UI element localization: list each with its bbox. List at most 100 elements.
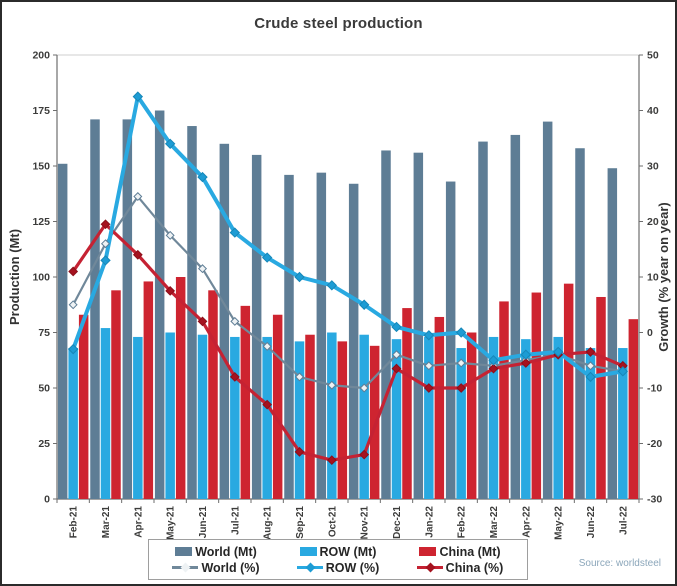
- legend-label-world-pct: World (%): [201, 560, 260, 575]
- bar-row-mt-feb-21: [68, 348, 78, 499]
- x-axis-tick-label: Jun-21: [198, 506, 209, 539]
- marker-china-pct-oct-21: [326, 455, 337, 466]
- bar-world-mt-sep-21: [284, 174, 294, 499]
- chart-title: Crude steel production: [254, 15, 423, 32]
- bar-china-mt-dec-21: [402, 308, 412, 499]
- bar-china-mt-jun-22: [596, 296, 606, 499]
- world-bar-swatch: [175, 547, 193, 556]
- left-axis-tick-label: 200: [32, 50, 50, 62]
- bar-row-mt-dec-21: [391, 339, 402, 499]
- bar-china-mt-mar-22: [499, 301, 509, 499]
- right-axis-tick-label: -10: [647, 383, 662, 395]
- left-axis-tick-label: 50: [38, 383, 50, 395]
- bar-world-mt-nov-21: [348, 183, 359, 499]
- left-axis-tick-label: 125: [32, 216, 50, 228]
- china-bar-swatch: [419, 547, 437, 556]
- bar-world-mt-mar-22: [478, 141, 488, 499]
- marker-world-pct-sep-21: [294, 372, 305, 382]
- bar-china-mt-jan-22: [434, 316, 445, 499]
- bar-row-mt-jan-22: [424, 336, 434, 499]
- legend-item-row-mt: ROW (Mt): [277, 545, 399, 559]
- x-axis-tick-label: Jan-22: [424, 506, 435, 538]
- legend-item-row-pct: ROW (%): [277, 561, 399, 575]
- right-axis-tick-label: 10: [647, 272, 659, 284]
- x-axis-tick-label: Mar-21: [101, 506, 112, 539]
- bar-world-mt-oct-21: [316, 172, 327, 499]
- line-row-pct: [71, 94, 624, 379]
- bar-row-mt-aug-21: [262, 336, 272, 499]
- bar-world-mt-feb-21: [57, 163, 68, 499]
- legend-label-china-mt: China (Mt): [439, 544, 501, 559]
- right-axis-tick-label: 50: [647, 50, 659, 62]
- bars-layer: [57, 110, 639, 500]
- marker-world-pct-jan-22: [424, 361, 434, 371]
- marker-row-pct-nov-21: [358, 299, 370, 310]
- left-axis-tick-label: 100: [32, 272, 50, 284]
- bar-world-mt-jun-22: [575, 148, 585, 500]
- x-axis-tick-label: Jul-22: [618, 506, 629, 535]
- marker-china-pct-apr-22: [520, 358, 531, 368]
- marker-china-pct-jul-21: [229, 371, 240, 382]
- marker-row-pct-dec-21: [391, 321, 402, 333]
- bar-row-mt-mar-21: [100, 328, 111, 499]
- right-axis-tick-label: 20: [647, 216, 659, 228]
- x-axis-tick-label: May-21: [166, 506, 177, 540]
- bar-china-mt-feb-22: [466, 332, 477, 499]
- x-axis-tick-label: Sep-21: [295, 506, 306, 539]
- marker-row-pct-may-21: [164, 138, 176, 150]
- marker-world-pct-oct-21: [327, 380, 337, 390]
- bar-world-mt-jan-22: [413, 152, 424, 499]
- marker-row-pct-apr-22: [520, 349, 532, 360]
- bar-row-mt-jul-21: [230, 336, 240, 499]
- legend-item-china-pct: China (%): [399, 561, 521, 575]
- legend-label-row-mt: ROW (Mt): [319, 544, 377, 559]
- x-axis-tick-label: Jun-22: [586, 506, 597, 539]
- x-axis-tick-label: Mar-22: [489, 506, 500, 539]
- world-line-swatch: [172, 562, 199, 573]
- marker-china-pct-apr-21: [132, 249, 143, 260]
- bar-world-mt-aug-21: [251, 154, 262, 499]
- x-axis-tick-label: Feb-21: [69, 506, 80, 539]
- marker-world-pct-jul-21: [230, 316, 240, 326]
- marker-row-pct-jan-22: [423, 330, 435, 341]
- x-axis-tick-label: Apr-22: [521, 506, 532, 538]
- bar-china-mt-aug-21: [272, 314, 283, 499]
- marker-world-pct-feb-22: [456, 358, 466, 368]
- marker-china-pct-mar-22: [488, 363, 499, 374]
- marker-china-pct-jan-22: [423, 383, 434, 393]
- marker-world-pct-may-21: [165, 230, 175, 240]
- marker-world-pct-mar-21: [100, 239, 111, 249]
- x-axis-tick-label: Feb-22: [457, 506, 468, 539]
- bar-china-mt-may-21: [175, 277, 186, 499]
- left-axis-tick-label: 0: [44, 494, 50, 506]
- legend-item-world-mt: World (Mt): [155, 545, 277, 559]
- right-axis-tick-label: -20: [647, 438, 662, 450]
- bar-row-mt-apr-21: [133, 336, 143, 499]
- marker-china-pct-feb-21: [68, 266, 79, 277]
- marker-row-pct-aug-21: [261, 252, 273, 263]
- marker-row-pct-sep-21: [294, 271, 305, 283]
- bar-row-mt-oct-21: [327, 332, 337, 499]
- line-china-pct: [71, 222, 624, 462]
- bar-row-mt-sep-21: [294, 341, 305, 499]
- marker-row-pct-jul-22: [617, 366, 629, 377]
- marker-row-pct-jun-21: [197, 171, 208, 183]
- bar-world-mt-dec-21: [381, 150, 391, 499]
- marker-china-pct-dec-21: [391, 363, 402, 374]
- bar-row-mt-may-21: [165, 332, 175, 499]
- right-axis-tick-label: 40: [647, 105, 659, 117]
- row-line-swatch: [296, 562, 323, 573]
- china-line-swatch: [416, 562, 443, 573]
- marker-world-pct-feb-21: [68, 300, 78, 310]
- bar-row-mt-may-22: [553, 336, 563, 499]
- legend-box: World (Mt) ROW (Mt) China (Mt) World (%)…: [148, 539, 528, 580]
- bar-world-mt-apr-21: [122, 119, 133, 499]
- lines-layer: [67, 91, 629, 466]
- left-axis-tick-label: 150: [32, 161, 50, 173]
- bar-china-mt-apr-22: [531, 292, 542, 499]
- bar-row-mt-jun-21: [197, 334, 208, 499]
- bar-china-mt-oct-21: [337, 341, 348, 499]
- marker-china-pct-aug-21: [262, 399, 273, 410]
- bar-world-mt-jul-21: [219, 143, 230, 500]
